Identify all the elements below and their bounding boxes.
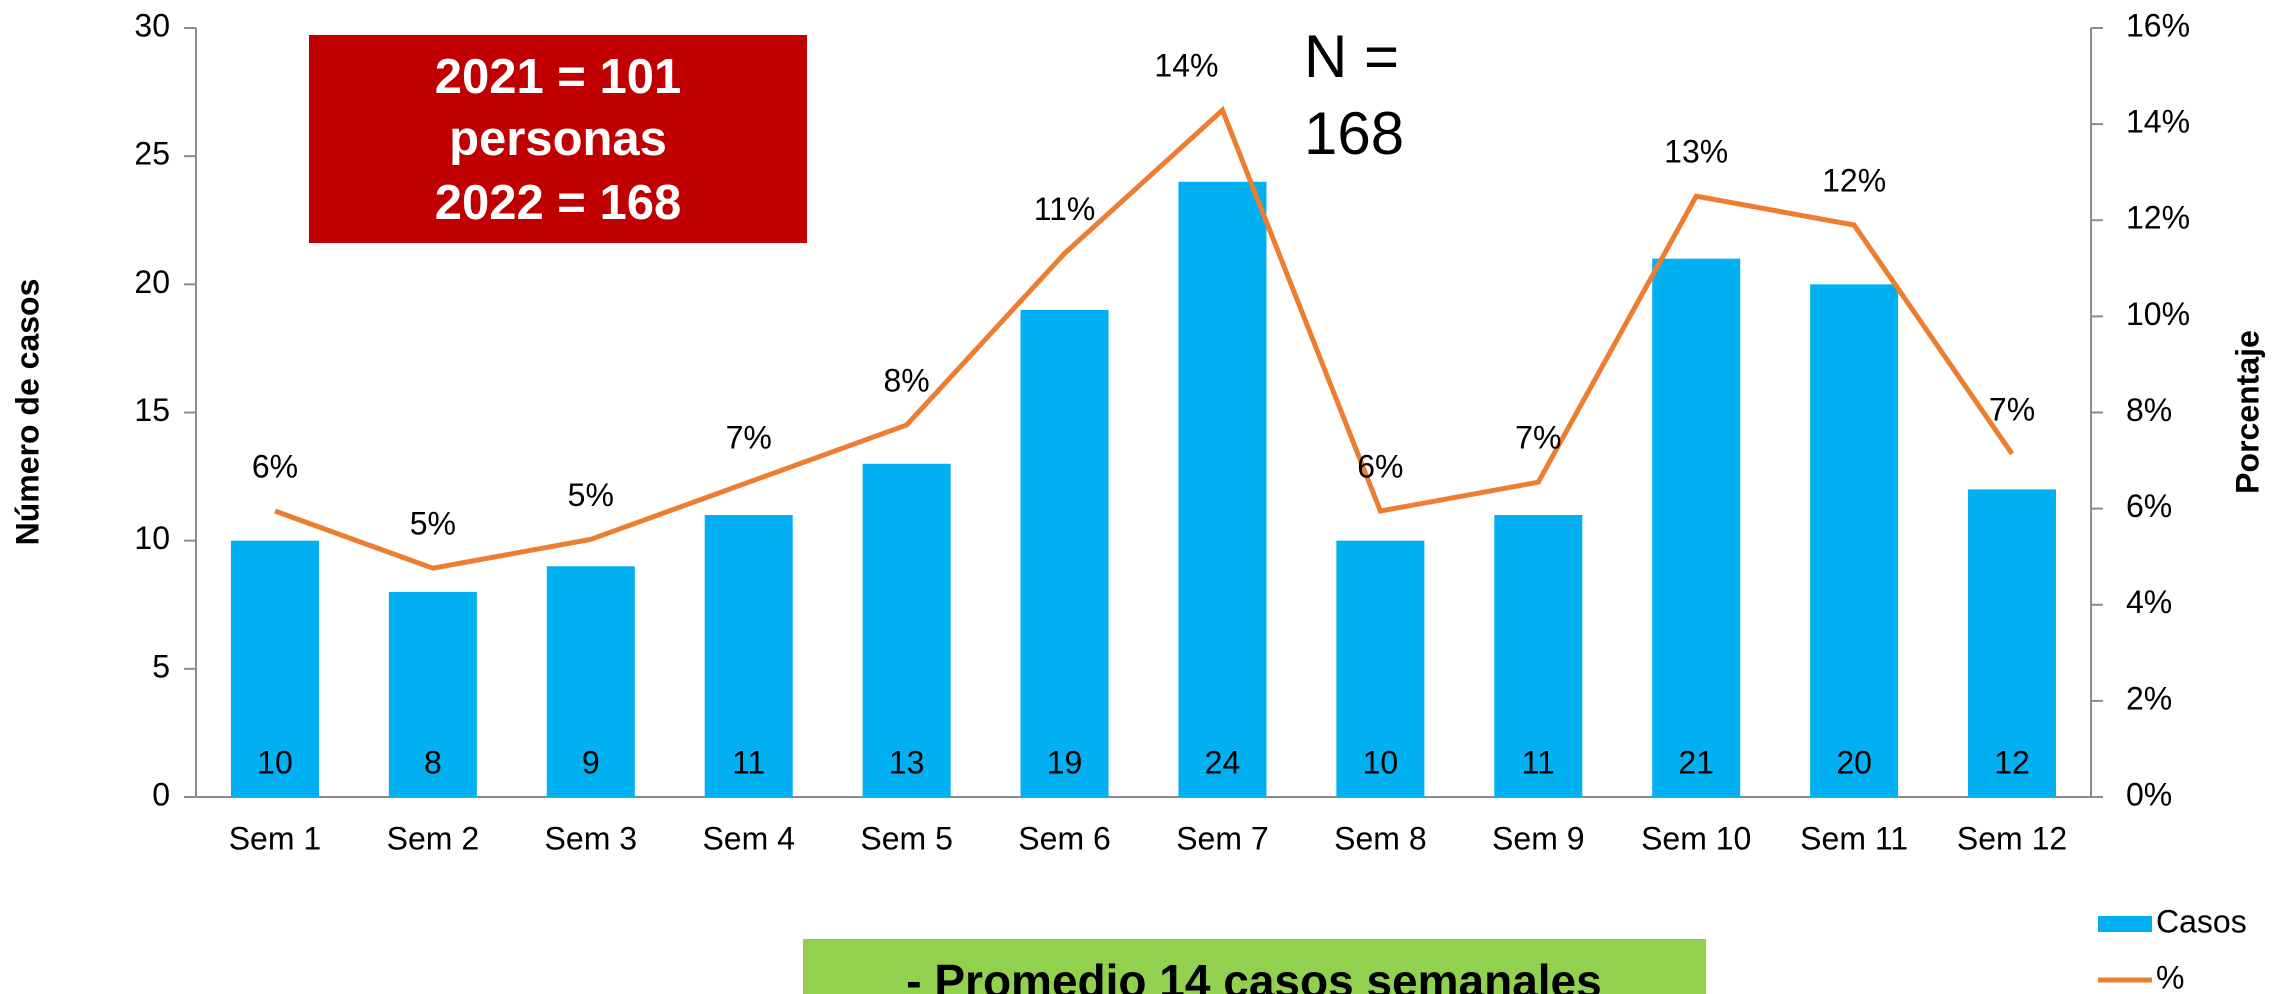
bar-label: 9 — [582, 744, 600, 780]
x-tick-label: Sem 12 — [1957, 820, 2067, 856]
annotation: 2022 = 168 — [435, 176, 682, 230]
legend-swatch — [2098, 916, 2152, 932]
y2-tick-label: 0% — [2126, 776, 2172, 812]
x-tick-label: Sem 11 — [1800, 820, 1908, 856]
x-tick-label: Sem 5 — [860, 820, 952, 856]
line — [274, 105, 2015, 571]
y2-tick-label: 6% — [2126, 488, 2172, 524]
legend-label: Casos — [2156, 903, 2247, 939]
footer-note: - Promedio 14 casos semanales — [906, 955, 1601, 994]
x-tick-label: Sem 3 — [545, 820, 637, 856]
annotation: 2021 = 101 — [435, 50, 682, 104]
bar-label: 11 — [1522, 744, 1555, 780]
annotation: personas — [449, 112, 667, 166]
bar — [1968, 489, 2057, 797]
x-tick-label: Sem 4 — [702, 820, 794, 856]
bar-label: 19 — [1047, 744, 1083, 780]
y-tick-label: 10 — [134, 520, 170, 556]
bar — [1336, 540, 1425, 797]
bar — [1178, 181, 1267, 798]
x-tick-label: Sem 6 — [1018, 820, 1110, 856]
y-tick-label: 5 — [152, 648, 170, 684]
y2-tick-label: 10% — [2126, 296, 2190, 332]
x-tick-label: Sem 1 — [229, 820, 321, 856]
bar — [230, 540, 319, 797]
bar-label: 10 — [257, 744, 293, 780]
y2-tick-label: 2% — [2126, 680, 2172, 716]
y-axis-label: Número de casos — [9, 279, 45, 546]
legend-label: % — [2156, 959, 2184, 994]
bar — [1020, 309, 1109, 797]
bar — [388, 591, 477, 797]
bar — [704, 515, 793, 797]
bar-label: 12 — [1994, 744, 2030, 780]
y2-tick-label: 8% — [2126, 392, 2172, 428]
n-note: N = — [1304, 23, 1399, 90]
bar-label: 13 — [889, 744, 925, 780]
x-tick-label: Sem 10 — [1641, 820, 1751, 856]
y2-tick-label: 12% — [2126, 200, 2190, 236]
y2-tick-label: 16% — [2126, 7, 2190, 43]
bar-label: 21 — [1678, 744, 1714, 780]
bar — [1494, 515, 1583, 797]
bar-label: 11 — [732, 744, 765, 780]
line-label: 8% — [884, 362, 930, 398]
x-tick-label: Sem 8 — [1334, 820, 1426, 856]
y-tick-label: 25 — [134, 136, 170, 172]
bar — [546, 566, 635, 797]
y-tick-label: 30 — [134, 7, 170, 43]
y2-tick-label: 14% — [2126, 104, 2190, 140]
line-label: 5% — [410, 506, 456, 542]
x-tick-label: Sem 2 — [387, 820, 479, 856]
y2-axis-label: Porcentaje — [2229, 330, 2265, 494]
footer-box — [803, 939, 1706, 994]
bar — [862, 463, 951, 797]
line-label: 5% — [568, 477, 614, 513]
line-label: 14% — [1154, 48, 1218, 84]
bar-label: 24 — [1205, 744, 1241, 780]
bar-label: 10 — [1363, 744, 1399, 780]
line-label: 7% — [1989, 391, 2035, 427]
line-label: 12% — [1822, 163, 1886, 199]
y-tick-label: 0 — [152, 776, 170, 812]
bar — [1652, 258, 1741, 797]
y2-tick-label: 4% — [2126, 584, 2172, 620]
line-label: 13% — [1664, 134, 1728, 170]
line-label: 11% — [1034, 191, 1096, 227]
y-tick-label: 15 — [134, 392, 170, 428]
bar-label: 8 — [424, 744, 442, 780]
line-label: 6% — [1357, 448, 1403, 484]
n-note: 168 — [1304, 100, 1404, 167]
line-label: 7% — [726, 420, 772, 456]
y-tick-label: 20 — [134, 264, 170, 300]
line-label: 6% — [252, 448, 298, 484]
bar-label: 20 — [1836, 744, 1872, 780]
x-tick-label: Sem 7 — [1176, 820, 1268, 856]
bar — [1810, 284, 1899, 797]
line-label: 7% — [1515, 420, 1561, 456]
annotation-box — [309, 35, 807, 243]
x-tick-label: Sem 9 — [1492, 820, 1584, 856]
